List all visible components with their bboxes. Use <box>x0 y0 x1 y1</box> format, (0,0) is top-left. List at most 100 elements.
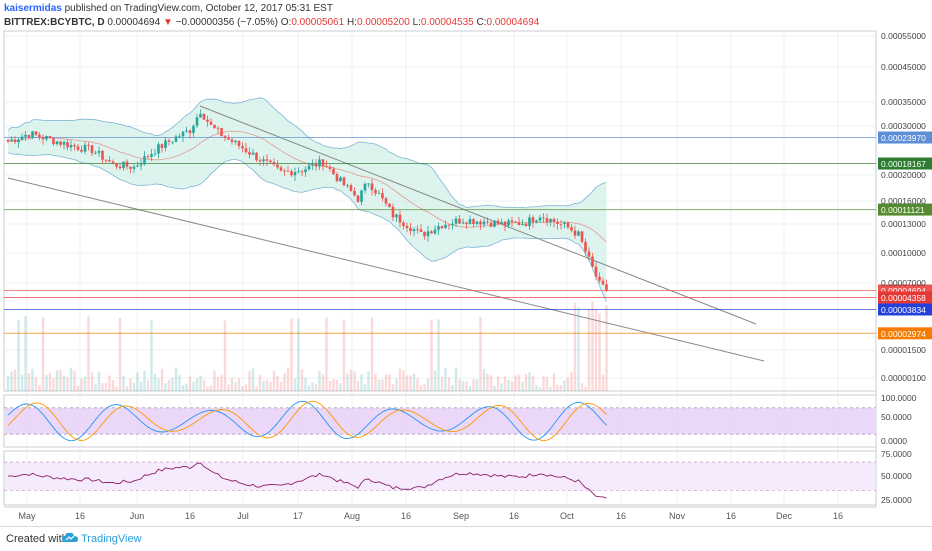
volume-bar <box>402 370 405 391</box>
candle-body <box>461 222 465 224</box>
candle-body <box>6 139 10 142</box>
volume-bar <box>223 320 227 391</box>
volume-bar <box>580 383 584 391</box>
volume-bar <box>535 384 538 391</box>
candle-body <box>244 148 248 153</box>
volume-bar <box>157 378 160 391</box>
candle-body <box>353 191 356 196</box>
rsi-tick-label: 50.0000 <box>881 471 912 481</box>
volume-bar <box>27 373 31 391</box>
close-value: 0.00004694 <box>486 17 540 28</box>
candle-body <box>531 217 535 223</box>
volume-bar <box>468 385 472 391</box>
candle-body <box>171 141 174 143</box>
volume-bar <box>605 305 608 391</box>
candle-body <box>178 136 181 138</box>
candle-body <box>437 226 440 230</box>
volume-bar <box>279 381 283 391</box>
candle-body <box>598 276 601 281</box>
volume-bar <box>234 382 237 391</box>
volume-bar <box>346 373 349 391</box>
volume-bar <box>377 379 381 391</box>
time-axis[interactable]: May 16 Jun 16 Jul 17 Aug 16 Sep 16 Oct 16 Nov 16 Dec 16 <box>18 511 843 521</box>
candle-body <box>213 124 216 128</box>
trendlines[interactable] <box>7 105 765 362</box>
candle-body <box>321 159 325 167</box>
candle-body <box>269 160 272 163</box>
volume-bar <box>101 383 104 391</box>
volume-bar <box>486 373 489 391</box>
volume-bar <box>293 378 297 391</box>
tradingview-brand-link[interactable]: TradingView <box>81 533 142 545</box>
candle-body <box>76 146 80 150</box>
chart-canvas[interactable]: 0.00023970 0.00018167 0.00011121 0.00004694… <box>0 0 932 526</box>
rsi-tick-label: 25.0000 <box>881 495 912 505</box>
volume-bar <box>139 381 143 391</box>
panel-frames <box>3 30 877 508</box>
level-price-label: 0.00023970 <box>881 133 926 143</box>
volume-bar <box>311 382 314 391</box>
stochastic-rsi-panel <box>4 400 876 442</box>
candle-body <box>528 217 531 227</box>
candle-body <box>573 230 577 236</box>
candle-body <box>587 251 591 257</box>
candle-body <box>62 142 66 145</box>
volume-bar <box>349 369 353 391</box>
volume-bar <box>24 316 27 391</box>
candle-body <box>195 117 199 126</box>
author-link[interactable]: kaisermidas <box>4 3 62 14</box>
candle-body <box>181 131 185 137</box>
candle-body <box>304 169 307 173</box>
volume-bar <box>419 385 423 391</box>
x-tick-label: Aug <box>344 511 360 521</box>
x-tick-label: 16 <box>833 511 843 521</box>
volume-bar <box>395 378 398 391</box>
candle-body <box>426 231 430 237</box>
candle-body <box>377 193 381 194</box>
volume-bar <box>591 301 594 391</box>
x-tick-label: 16 <box>509 511 519 521</box>
y-tick-label: 0.00016000 <box>881 196 926 206</box>
candle-body <box>517 222 521 226</box>
candle-body <box>601 280 605 285</box>
close-label: C: <box>476 17 487 28</box>
down-arrow-icon: ▼ <box>162 17 173 28</box>
candle-body <box>314 163 318 167</box>
candle-body <box>349 185 353 192</box>
volume-bar <box>325 317 328 391</box>
candle-body <box>80 149 83 152</box>
price-axis[interactable]: 0.00055000 0.00045000 0.00035000 0.00030000… <box>881 31 926 505</box>
candle-body <box>335 174 339 182</box>
volume-bar <box>80 378 83 391</box>
candle-body <box>146 156 150 158</box>
volume-bar <box>52 378 55 391</box>
lower-trendline <box>7 177 765 362</box>
stoch-band <box>5 407 875 435</box>
volume-bar <box>405 375 409 391</box>
volume-bar <box>475 379 479 391</box>
level-price-tag <box>878 131 932 144</box>
candle-body <box>199 113 202 118</box>
volume-bar <box>227 384 230 391</box>
volume-bar <box>314 384 318 391</box>
volume-bar <box>178 374 181 391</box>
candle-body <box>10 139 13 142</box>
volume-bar <box>465 381 468 391</box>
volume-bar <box>517 374 521 391</box>
candle-body <box>451 223 454 226</box>
candle-body <box>510 220 514 222</box>
candle-body <box>283 170 286 172</box>
volume-bar <box>181 385 185 391</box>
candle-body <box>542 217 545 219</box>
volume-bar <box>167 379 171 391</box>
x-tick-label: 16 <box>616 511 626 521</box>
candle-body <box>108 160 111 162</box>
candle-body <box>468 219 472 225</box>
horizontal-levels[interactable]: 0.00023970 0.00018167 0.00011121 0.00004694… <box>4 131 932 340</box>
volume-bar <box>195 378 199 391</box>
candle-body <box>577 231 580 236</box>
candle-body <box>465 222 468 225</box>
candle-body <box>185 130 188 132</box>
volume-bar <box>136 372 139 391</box>
candle-body <box>160 144 164 148</box>
